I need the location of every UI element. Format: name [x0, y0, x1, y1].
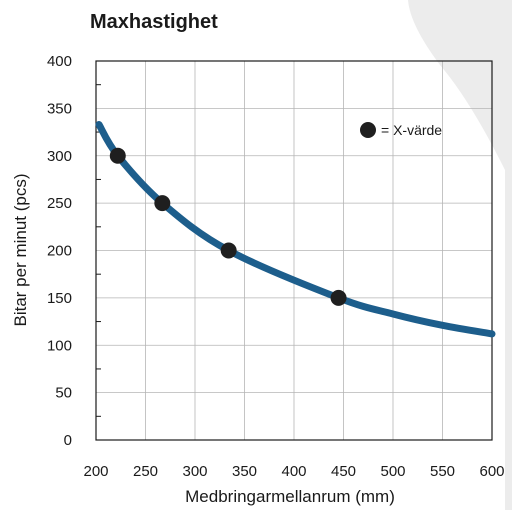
y-tick-label: 50	[55, 385, 72, 402]
x-tick-label: 350	[232, 463, 257, 480]
x-axis-label: Medbringarmellanrum (mm)	[185, 487, 395, 506]
legend-marker	[360, 122, 376, 138]
y-tick-label: 300	[47, 148, 72, 165]
data-points	[109, 147, 347, 306]
x-tick-label: 600	[479, 463, 504, 480]
data-point	[154, 195, 171, 212]
x-tick-label: 450	[331, 463, 356, 480]
x-tick-label: 500	[380, 463, 405, 480]
minor-ticks	[96, 84, 101, 417]
series-line	[95, 120, 496, 338]
x-tick-label: 300	[182, 463, 207, 480]
chart-title: Maxhastighet	[90, 11, 218, 33]
y-tick-label: 200	[47, 243, 72, 260]
y-tick-label: 250	[47, 195, 72, 212]
x-tick-label: 250	[133, 463, 158, 480]
y-tick-label: 350	[47, 100, 72, 117]
x-tick-label: 200	[83, 463, 108, 480]
data-point	[330, 289, 347, 306]
data-point	[220, 242, 237, 259]
y-tick-label: 150	[47, 290, 72, 307]
y-tick-label: 400	[47, 53, 72, 70]
data-point	[109, 147, 126, 164]
x-tick-labels: 200 250 300 350 400 450 500 550 600	[83, 463, 504, 480]
background-shape	[408, 0, 512, 510]
y-tick-labels: 0 50 100 150 200 250 300 350 400	[47, 53, 72, 449]
grid-lines	[96, 61, 492, 440]
y-axis-label: Bitar per minut (pcs)	[11, 173, 30, 326]
y-tick-label: 0	[64, 432, 72, 449]
plot-frame	[95, 60, 493, 441]
x-tick-label: 400	[281, 463, 306, 480]
y-tick-label: 100	[47, 337, 72, 354]
legend-label: = X-värde	[381, 122, 442, 138]
x-tick-label: 550	[430, 463, 455, 480]
legend: = X-värde	[360, 122, 442, 138]
